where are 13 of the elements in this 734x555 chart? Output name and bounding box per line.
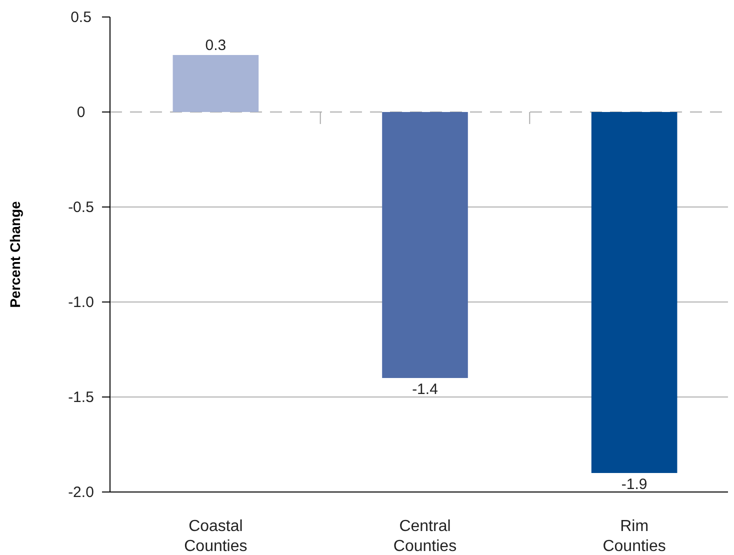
y-tick-label: 0.5	[70, 9, 92, 26]
x-tick-label: Central Counties	[393, 518, 457, 555]
y-tick-label: -1.0	[68, 294, 94, 311]
data-label: -1.4	[412, 381, 438, 398]
data-label: 0.3	[205, 37, 226, 54]
x-tick-label: Coastal Counties	[184, 518, 248, 555]
y-tick-label: 0	[76, 104, 86, 121]
y-axis-title: Percent Change	[7, 200, 23, 308]
y-tick-label: -1.5	[68, 389, 94, 406]
y-tick-label: -2.0	[68, 484, 94, 501]
x-tick-label: Rim Counties	[602, 518, 666, 555]
y-tick-label: -0.5	[68, 199, 94, 216]
data-label: -1.9	[621, 476, 648, 493]
